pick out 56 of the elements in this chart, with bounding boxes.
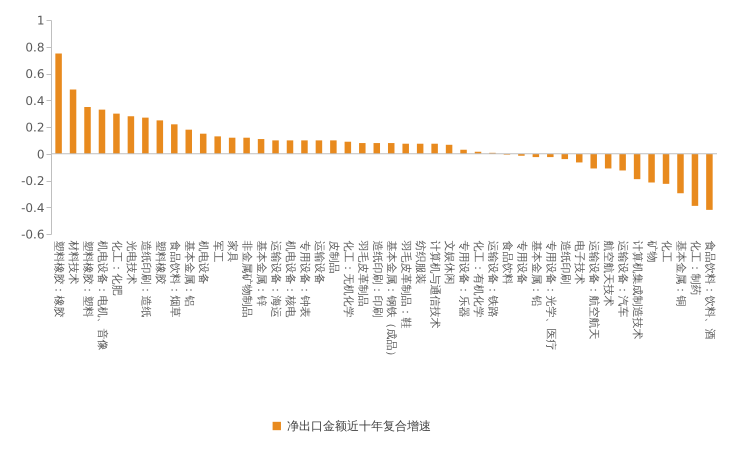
x-tick-label: 基本金属：铅 (530, 240, 543, 306)
x-tick-label: 运输设备 (312, 240, 326, 284)
x-tick-label: 纺织服装 (414, 240, 428, 284)
x-tick-label: 基本金属：铜 (674, 240, 688, 306)
x-tick-label: 化工 (660, 240, 674, 262)
x-tick-label: 运输设备：铁路 (486, 240, 500, 318)
y-tick-label: 0.8 (25, 40, 44, 54)
x-tick-label: 非金属矿物制品 (240, 240, 254, 318)
x-tick-label: 运输设备：汽车 (616, 240, 630, 318)
x-tick-label: 造纸印刷 (558, 240, 572, 284)
x-tick-label: 塑料橡胶 (154, 240, 167, 284)
x-tick-label: 化工：制药 (688, 240, 702, 296)
x-tick-label: 家具 (226, 240, 240, 262)
x-tick-label: 计算机与通信技术 (428, 240, 442, 328)
x-tick-label: 基本金属：铝 (182, 240, 196, 306)
x-tick-label: 机电设备：核电 (284, 240, 297, 318)
x-tick-label: 军工 (212, 240, 225, 262)
x-tick-label: 造纸印刷：印刷 (370, 240, 384, 318)
x-tick-label: 专用设备：钟表 (298, 240, 312, 318)
y-tick-label: -0.6 (21, 228, 44, 242)
y-tick-label: 0 (36, 147, 44, 162)
x-tick-label: 运输设备：航空航天 (588, 240, 601, 340)
x-tick-label: 矿物 (646, 240, 659, 262)
x-tick-label: 专用设备：光学、医疗 (544, 240, 558, 350)
x-tick-label: 食品饮料 (500, 240, 514, 284)
x-tick-label: 造纸印刷：造纸 (139, 240, 152, 318)
x-tick-label: 皮制品 (327, 240, 340, 274)
x-tick-label: 化工：化肥 (110, 240, 124, 296)
x-tick-label: 基本金属：锌 (255, 240, 268, 306)
x-tick-label: 计算机集成制造技术 (631, 240, 644, 340)
x-tick-label: 专用设备：乐器 (458, 240, 471, 318)
x-tick-label: 羽毛皮革制品 (356, 240, 370, 306)
x-tick-label: 基本金属：钢铁（成品） (385, 240, 398, 362)
x-tick-label: 塑料橡胶：塑料 (82, 240, 95, 318)
y-tick-label: 0.2 (25, 120, 44, 134)
x-tick-label: 材料技术 (67, 240, 80, 284)
x-tick-label: 羽毛皮革制品：鞋 (400, 240, 413, 328)
y-tick-label: -0.2 (21, 174, 44, 188)
legend-label: 净出口金额近十年复合增速 (286, 419, 431, 433)
y-tick-label: -0.4 (21, 200, 44, 215)
y-tick-label: 0.6 (25, 67, 44, 81)
x-tick-label: 电子技术 (573, 240, 586, 284)
x-tick-label: 文娱休闲 (443, 240, 456, 284)
x-tick-label: 机电设备 (197, 240, 210, 284)
x-tick-label: 化工：有机化学 (472, 240, 486, 318)
x-tick-label: 塑料橡胶：橡胶 (52, 240, 66, 318)
x-tick-label: 航空航天技术 (602, 240, 616, 306)
x-tick-label: 化工：无机化学 (342, 240, 355, 318)
y-tick-label: 1 (36, 14, 44, 28)
x-tick-label: 机电设备：电机、音像 (96, 240, 109, 350)
x-tick-label: 食品饮料：烟草 (168, 240, 182, 318)
x-tick-label: 运输设备：海运 (270, 240, 283, 318)
x-tick-label: 食品饮料：饮料、酒 (703, 240, 716, 340)
x-tick-label: 专用设备 (515, 240, 528, 284)
x-tick-label: 光电技术 (124, 240, 138, 284)
y-tick-label: 0.4 (25, 94, 44, 108)
